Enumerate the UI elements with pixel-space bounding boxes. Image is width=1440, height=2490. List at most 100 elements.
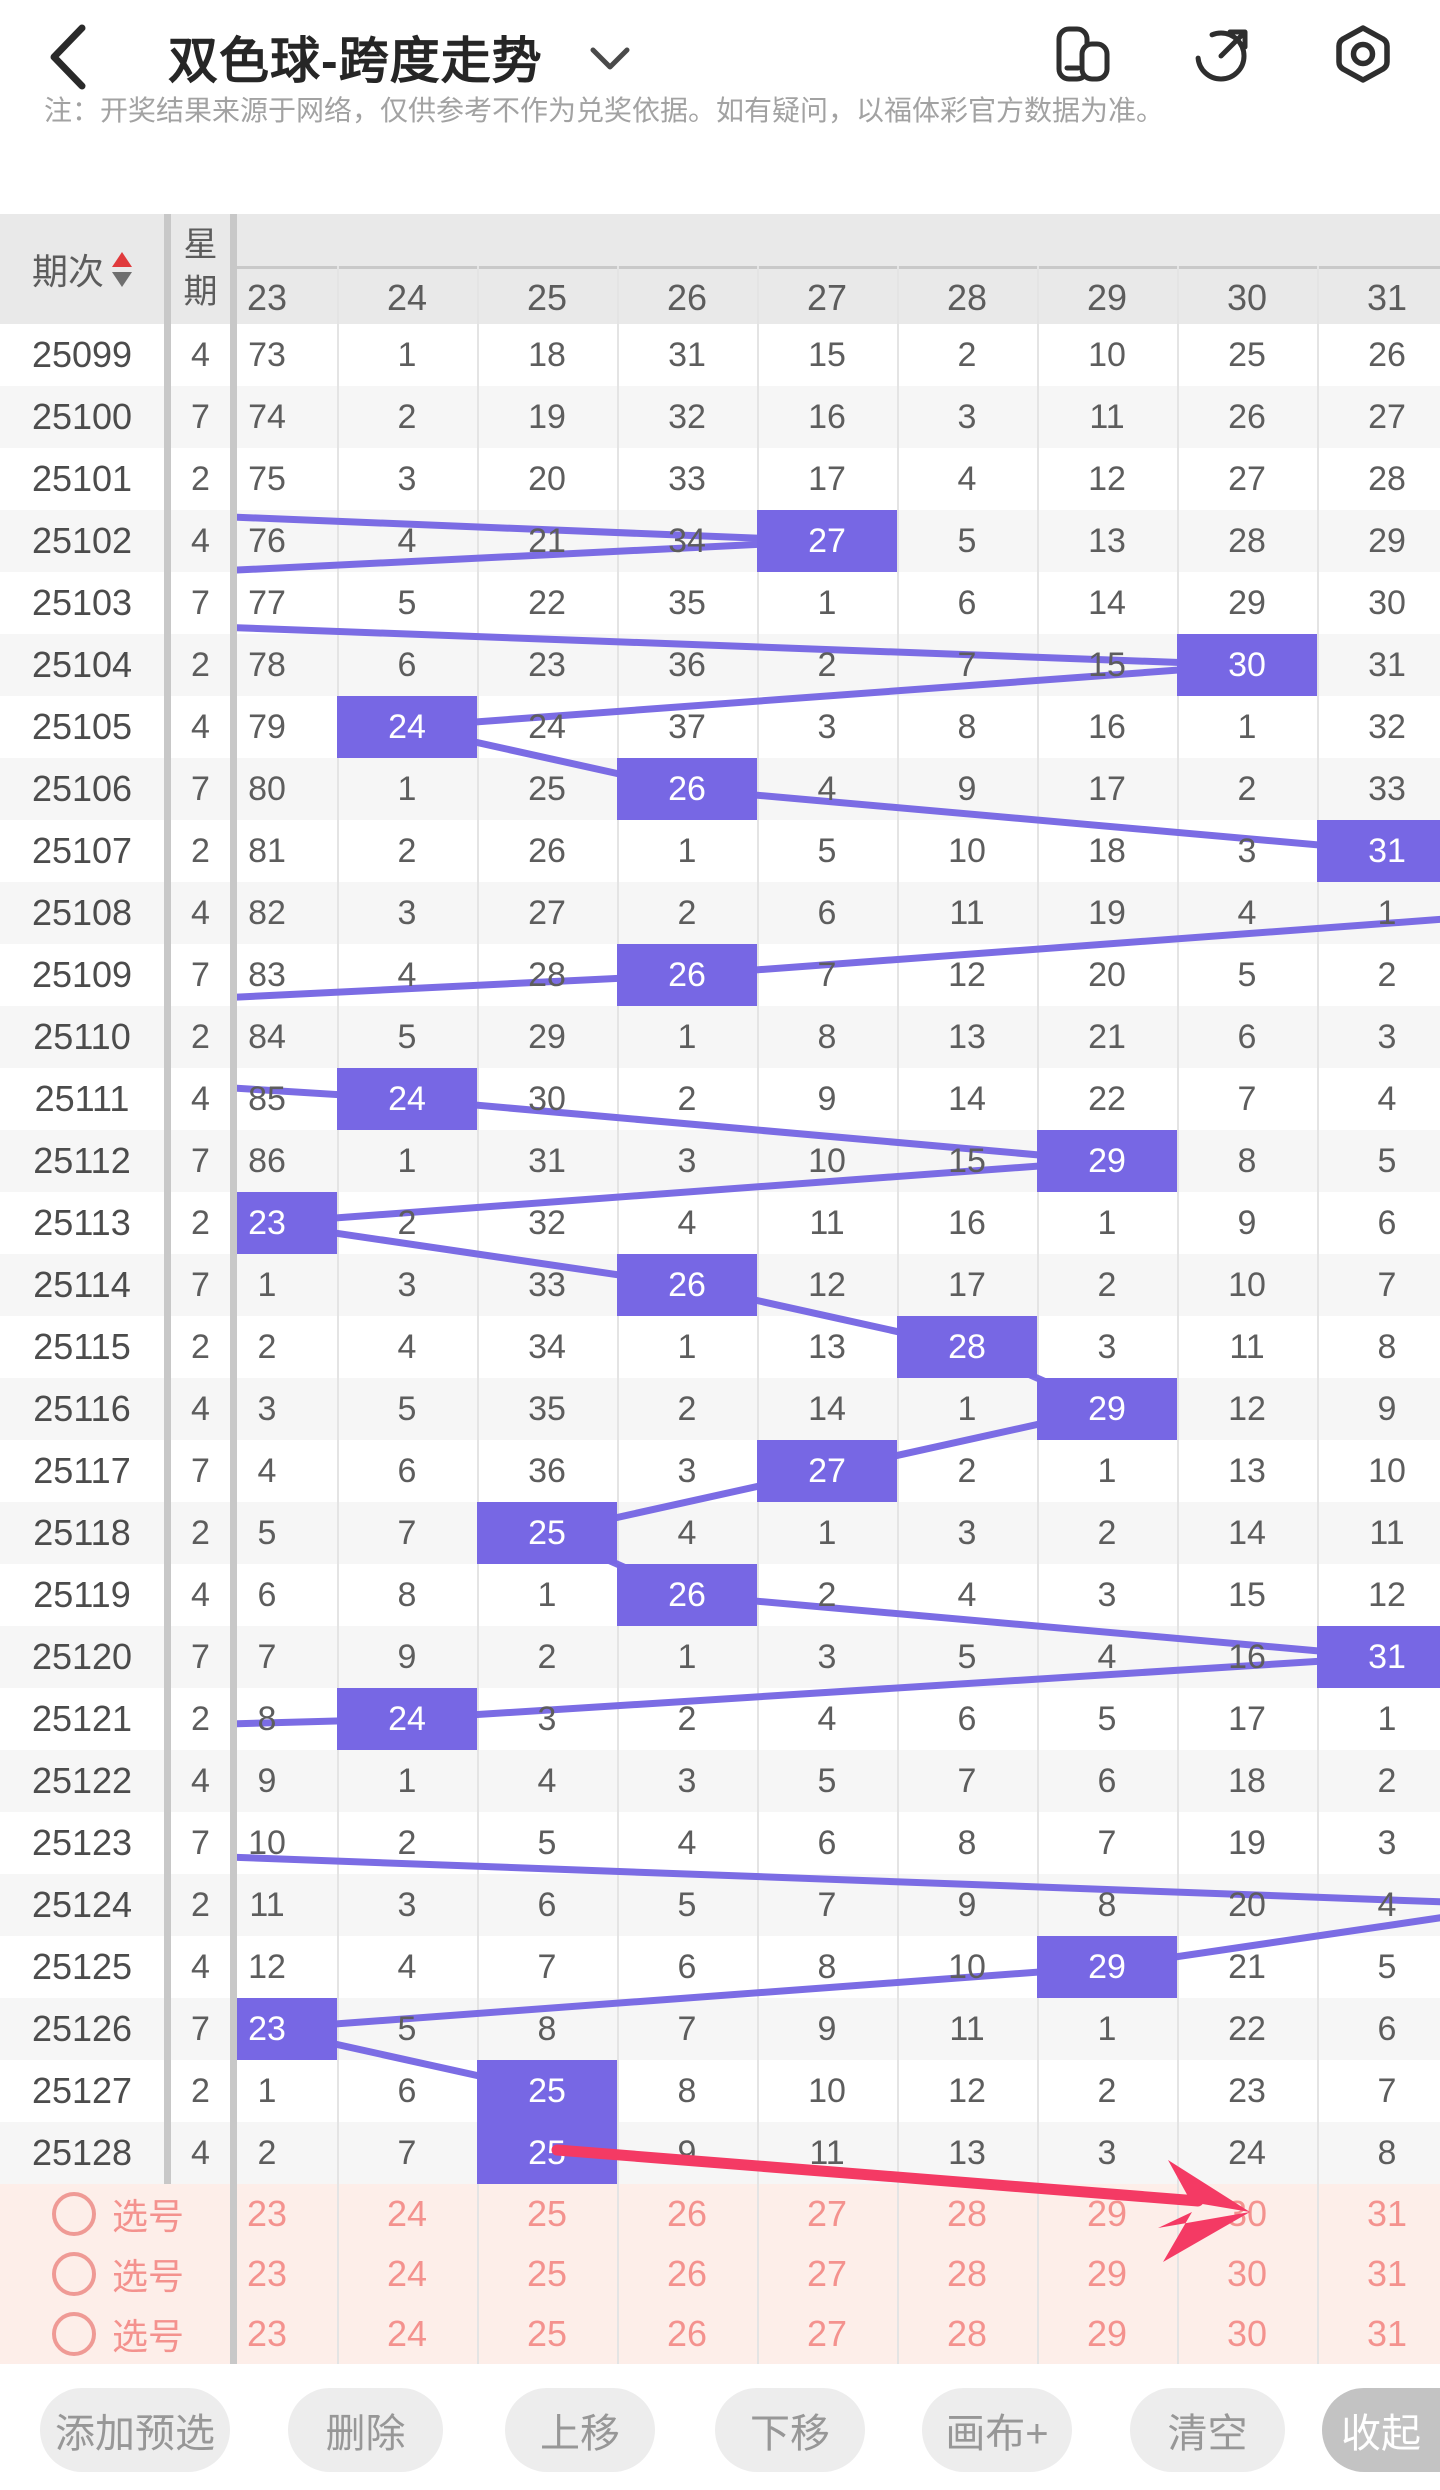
miss-count-cell: 3 — [1097, 1328, 1117, 1366]
selection-number[interactable]: 27 — [806, 2253, 848, 2294]
period-cell: 25115 — [33, 1326, 131, 1367]
hit-cell: 30 — [1177, 634, 1317, 696]
toolbar-button-4[interactable]: 下移 — [715, 2388, 865, 2472]
miss-count-cell: 5 — [677, 1886, 697, 1924]
selection-number[interactable]: 28 — [946, 2253, 988, 2294]
miss-count-cell: 1 — [397, 1762, 417, 1800]
miss-count-cell: 6 — [397, 1452, 417, 1490]
selection-number[interactable]: 25 — [526, 2193, 568, 2234]
selection-radio-icon[interactable] — [52, 2192, 96, 2236]
miss-count-cell: 77 — [248, 584, 286, 622]
miss-count-cell: 8 — [1237, 1142, 1257, 1180]
column-header-period[interactable]: 期次 — [0, 214, 164, 324]
selection-number[interactable]: 24 — [386, 2193, 428, 2234]
grid-column-header: 25 — [526, 277, 568, 318]
toolbar-button-3[interactable]: 上移 — [505, 2388, 655, 2472]
selection-number[interactable]: 30 — [1226, 2193, 1268, 2234]
week-cell: 4 — [191, 1390, 210, 1428]
period-cell: 25103 — [31, 582, 133, 623]
miss-count-cell: 5 — [397, 584, 417, 622]
selection-number[interactable]: 24 — [386, 2313, 428, 2354]
selection-number[interactable]: 30 — [1226, 2253, 1268, 2294]
settings-nut-icon[interactable] — [1334, 24, 1392, 84]
selection-number[interactable]: 28 — [946, 2193, 988, 2234]
selection-radio-icon[interactable] — [52, 2252, 96, 2296]
miss-count-cell: 11 — [809, 2134, 845, 2172]
selection-number[interactable]: 29 — [1086, 2253, 1128, 2294]
miss-count-cell: 5 — [957, 522, 977, 560]
disclaimer-note: 注：开奖结果来源于网络，仅供参考不作为兑奖依据。如有疑问，以福体彩官方数据为准。 — [44, 95, 1165, 126]
miss-count-cell: 4 — [1237, 894, 1257, 932]
selection-number[interactable]: 26 — [666, 2313, 708, 2354]
miss-count-cell: 6 — [817, 894, 837, 932]
miss-count-cell: 13 — [808, 1328, 846, 1366]
selection-number[interactable]: 27 — [806, 2193, 848, 2234]
grid-column-header: 27 — [806, 277, 848, 318]
chevron-down-icon[interactable] — [589, 46, 631, 77]
selection-number[interactable]: 23 — [246, 2253, 288, 2294]
selection-number[interactable]: 31 — [1366, 2193, 1408, 2234]
miss-count-cell: 17 — [948, 1266, 986, 1304]
selection-radio-icon[interactable] — [52, 2312, 96, 2356]
miss-count-cell: 8 — [537, 2010, 557, 2048]
selection-number[interactable]: 28 — [946, 2313, 988, 2354]
miss-count-cell: 3 — [257, 1390, 277, 1428]
toolbar-button-2[interactable]: 删除 — [288, 2388, 443, 2472]
toolbar-button-5[interactable]: 画布+ — [922, 2388, 1072, 2472]
row-stripe — [0, 1626, 1440, 1688]
miss-count-cell: 30 — [528, 1080, 566, 1118]
miss-count-cell: 19 — [528, 398, 566, 436]
selection-number[interactable]: 25 — [526, 2253, 568, 2294]
sort-icon[interactable] — [112, 251, 132, 287]
grid-column-header: 29 — [1086, 277, 1128, 318]
miss-count-cell: 1 — [817, 584, 837, 622]
miss-count-cell: 8 — [257, 1700, 277, 1738]
miss-count-cell: 7 — [817, 956, 837, 994]
toolbar-button-1[interactable]: 添加预选 — [40, 2388, 230, 2472]
miss-count-cell: 22 — [1088, 1080, 1126, 1118]
miss-count-cell: 6 — [957, 1700, 977, 1738]
miss-count-cell: 83 — [248, 956, 286, 994]
miss-count-cell: 3 — [397, 894, 417, 932]
miss-count-cell: 11 — [949, 894, 985, 932]
selection-number[interactable]: 23 — [246, 2313, 288, 2354]
miss-count-cell: 12 — [248, 1948, 286, 1986]
week-cell: 2 — [191, 646, 210, 684]
selection-number[interactable]: 26 — [666, 2193, 708, 2234]
week-cell: 4 — [191, 1080, 210, 1118]
selection-number[interactable]: 29 — [1086, 2313, 1128, 2354]
toolbar-button-7[interactable]: 收起 — [1322, 2388, 1440, 2472]
period-cell: 25113 — [33, 1202, 131, 1243]
share-icon[interactable] — [1194, 24, 1252, 84]
miss-count-cell: 7 — [957, 646, 977, 684]
miss-count-cell: 28 — [1368, 460, 1406, 498]
sort-asc-icon — [112, 251, 132, 267]
selection-number[interactable]: 26 — [666, 2253, 708, 2294]
selection-number[interactable]: 27 — [806, 2313, 848, 2354]
week-cell: 2 — [191, 1514, 210, 1552]
window-switcher-icon[interactable] — [1054, 24, 1112, 84]
hit-cell: 26 — [617, 1564, 757, 1626]
selection-number[interactable]: 31 — [1366, 2313, 1408, 2354]
miss-count-cell: 5 — [817, 1762, 837, 1800]
period-cell: 25120 — [31, 1636, 133, 1677]
miss-count-cell: 2 — [1097, 2072, 1117, 2110]
miss-count-cell: 2 — [1097, 1266, 1117, 1304]
back-icon[interactable] — [38, 22, 98, 92]
selection-number[interactable]: 30 — [1226, 2313, 1268, 2354]
miss-count-cell: 1 — [677, 1018, 697, 1056]
miss-count-cell: 14 — [948, 1080, 986, 1118]
selection-number[interactable]: 25 — [526, 2313, 568, 2354]
selection-number[interactable]: 24 — [386, 2253, 428, 2294]
miss-count-cell: 36 — [668, 646, 706, 684]
selection-number[interactable]: 31 — [1366, 2253, 1408, 2294]
toolbar-button-6[interactable]: 清空 — [1130, 2388, 1285, 2472]
hit-cell: 29 — [1037, 1130, 1177, 1192]
hit-cell: 23 — [237, 1192, 337, 1254]
miss-count-cell: 3 — [1097, 1576, 1117, 1614]
selection-number[interactable]: 29 — [1086, 2193, 1128, 2234]
miss-count-cell: 2 — [677, 1390, 697, 1428]
period-cell: 25109 — [31, 954, 133, 995]
period-cell: 25105 — [31, 706, 133, 747]
selection-number[interactable]: 23 — [246, 2193, 288, 2234]
